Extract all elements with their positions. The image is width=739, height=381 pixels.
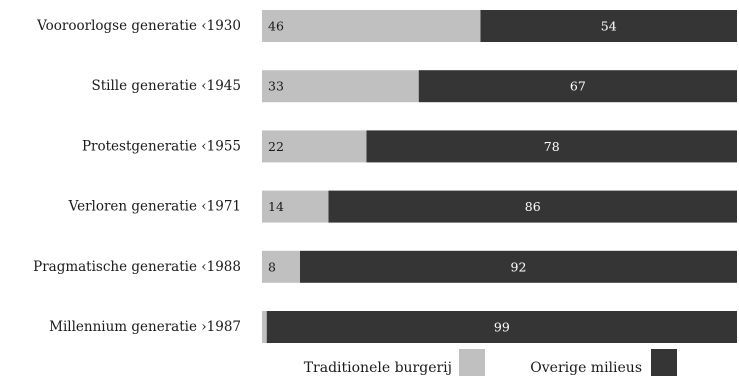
bar-segment-traditionele-burgerij: [262, 250, 300, 283]
value-label: 14: [268, 199, 284, 214]
bars-layer: Vooroorlogse generatie ‹1930 46 54 Stille g…: [33, 10, 737, 343]
bar-row: Millennium generatie ›1987199: [49, 311, 737, 343]
legend-item: Traditionele burgerij: [304, 349, 485, 376]
bar-segment-traditionele-burgerij: [262, 311, 267, 343]
category-label: Stille generatie ‹1945: [91, 78, 241, 94]
value-label: 99: [494, 320, 510, 335]
value-label: 54: [601, 19, 617, 34]
category-label: Pragmatische generatie ‹1988: [33, 259, 241, 275]
category-label: Protestgeneratie ‹1955: [82, 138, 241, 154]
value-label: 46: [268, 19, 284, 34]
legend-swatch: [651, 349, 677, 376]
bar-segment-overige-milieus: [266, 311, 737, 343]
bar-segment-traditionele-burgerij: [262, 190, 329, 223]
value-label: 33: [268, 79, 284, 94]
bar-row: Protestgeneratie ‹1955 22 78: [82, 130, 737, 163]
value-label: 67: [570, 79, 586, 94]
bar-segment-traditionele-burgerij: [262, 130, 367, 163]
value-label: 8: [268, 259, 276, 274]
bar-row: Verloren generatie ‹1971 14 86: [68, 190, 737, 223]
bar-segment-overige-milieus: [418, 70, 737, 103]
value-label: 78: [544, 139, 560, 154]
bar-row: Pragmatische generatie ‹1988 8 92: [33, 250, 737, 283]
bar-segment-overige-milieus: [300, 250, 737, 283]
legend-item: Overige milieus: [530, 349, 677, 376]
bar-segment-traditionele-burgerij: [262, 10, 481, 42]
bar-segment-overige-milieus: [480, 10, 737, 42]
category-label: Millennium generatie ›1987: [49, 319, 241, 335]
legend-label: Traditionele burgerij: [304, 360, 452, 376]
bar-row: Stille generatie ‹1945 33 67: [91, 70, 737, 103]
value-label: 86: [525, 199, 541, 214]
legend-swatch: [459, 349, 485, 376]
bar-segment-overige-milieus: [366, 130, 737, 163]
legend: Traditionele burgerij Overige milieus: [304, 349, 677, 376]
bar-segment-overige-milieus: [328, 190, 737, 223]
bar-row: Vooroorlogse generatie ‹1930 46 54: [36, 10, 737, 42]
category-label: Vooroorlogse generatie ‹1930: [36, 18, 241, 34]
value-label: 22: [268, 139, 284, 154]
category-label: Verloren generatie ‹1971: [68, 199, 241, 215]
legend-label: Overige milieus: [530, 360, 642, 376]
value-label: 92: [511, 259, 527, 274]
bar-segment-traditionele-burgerij: [262, 70, 419, 103]
